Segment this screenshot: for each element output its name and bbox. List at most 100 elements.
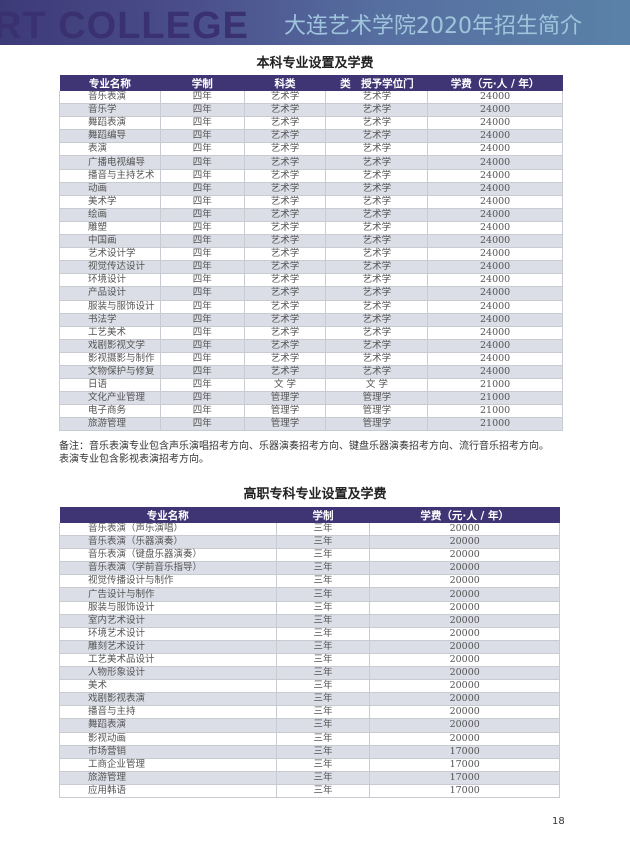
table-cell: 四年 (159, 378, 245, 393)
major-name-cell: 文物保护与修复 (59, 365, 161, 380)
tuition-cell: 20000 (369, 640, 560, 654)
table-cell: 四年 (159, 417, 245, 432)
table-row: 美术学 四年 艺术学 艺术学 24000 (59, 195, 563, 209)
table-row: 绘画 四年 艺术学 艺术学 24000 (59, 208, 563, 222)
table-row: 工艺美术 四年 艺术学 艺术学 24000 (59, 326, 563, 340)
major-name-cell: 舞蹈表演 (59, 116, 161, 131)
tuition-cell: 20000 (369, 627, 560, 641)
major-name-cell: 舞蹈编导 (59, 129, 161, 144)
table-cell: 艺术学 (243, 313, 327, 327)
column-header: 科类 (244, 75, 326, 91)
table-cell: 四年 (159, 260, 245, 275)
table-cell: 四年 (159, 182, 245, 196)
major-name-cell: 日语 (59, 378, 161, 393)
table-cell: 艺术学 (243, 155, 327, 170)
table-cell: 艺术学 (325, 142, 429, 157)
table-cell: 艺术学 (325, 300, 429, 314)
table-row: 中国画 四年 艺术学 艺术学 24000 (59, 234, 563, 249)
table-cell: 管理学 (325, 391, 429, 406)
major-name-cell: 影视摄影与制作 (59, 352, 161, 366)
major-name-cell: 环境艺术设计 (59, 627, 277, 641)
column-header: 学费（元·人 / 年） (427, 75, 563, 91)
table-cell: 艺术学 (325, 313, 429, 327)
tuition-cell: 24000 (427, 129, 563, 144)
table-cell: 艺术学 (243, 169, 327, 183)
table-cell: 艺术学 (243, 182, 327, 196)
major-name-cell: 艺术设计学 (59, 247, 161, 262)
column-header: 专业名称 (59, 507, 277, 523)
major-name-cell: 影视动画 (59, 732, 277, 746)
table-cell: 四年 (159, 169, 245, 183)
major-name-cell: 音乐表演（乐器演奏） (59, 535, 277, 550)
major-name-cell: 音乐表演（学前音乐指导） (59, 561, 277, 576)
table-row: 戏剧影视文学 四年 艺术学 艺术学 24000 (59, 339, 563, 353)
tuition-cell: 24000 (427, 273, 563, 288)
table-cell: 四年 (159, 155, 245, 170)
major-name-cell: 美术学 (59, 195, 161, 209)
major-name-cell: 广播电视编导 (59, 155, 161, 170)
table-row: 舞蹈表演 三年 20000 (59, 718, 560, 733)
table-header-row: 专业名称 学制 科类 类 授予学位门 学费（元·人 / 年） (59, 75, 563, 91)
table-row: 音乐表演（乐器演奏） 三年 20000 (59, 535, 560, 550)
tuition-cell: 24000 (427, 286, 563, 301)
tuition-cell: 17000 (369, 771, 560, 785)
table-row: 动画 四年 艺术学 艺术学 24000 (59, 182, 563, 196)
major-name-cell: 视觉传达设计 (59, 260, 161, 275)
table-cell: 艺术学 (243, 195, 327, 209)
major-name-cell: 舞蹈表演 (59, 718, 277, 733)
major-name-cell: 工商企业管理 (59, 758, 277, 772)
table-row: 雕刻艺术设计 三年 20000 (59, 640, 560, 654)
table-cell: 艺术学 (325, 103, 429, 118)
table-row: 人物形象设计 三年 20000 (59, 666, 560, 681)
undergrad-table: 专业名称 学制 科类 类 授予学位门 学费（元·人 / 年） 音乐表演 四年 艺术学… (59, 75, 563, 432)
note-line: 表演专业包含影视表演招考方向。 (59, 454, 209, 465)
table-row: 书法学 四年 艺术学 艺术学 24000 (59, 313, 563, 327)
table-cell: 四年 (159, 404, 245, 419)
table-cell: 艺术学 (325, 352, 429, 366)
major-name-cell: 服装与服饰设计 (59, 601, 277, 615)
table-cell: 艺术学 (325, 195, 429, 209)
table-cell: 管理学 (243, 417, 327, 432)
major-name-cell: 雕塑 (59, 221, 161, 236)
table-cell: 艺术学 (325, 129, 429, 144)
table-cell: 艺术学 (325, 221, 429, 236)
table-row: 音乐表演（声乐演唱） 三年 20000 (59, 523, 560, 537)
tuition-cell: 20000 (369, 574, 560, 589)
table-cell: 艺术学 (243, 352, 327, 366)
table-cell: 三年 (275, 535, 371, 550)
tuition-cell: 17000 (369, 784, 560, 798)
table-cell: 艺术学 (325, 247, 429, 262)
table-cell: 三年 (275, 561, 371, 576)
table-cell: 三年 (275, 679, 371, 694)
tuition-cell: 24000 (427, 169, 563, 183)
table-cell: 四年 (159, 91, 245, 105)
table-cell: 艺术学 (243, 234, 327, 249)
tuition-cell: 21000 (427, 417, 563, 432)
tuition-cell: 24000 (427, 142, 563, 157)
table-cell: 艺术学 (325, 286, 429, 301)
table-cell: 四年 (159, 326, 245, 340)
tuition-cell: 20000 (369, 601, 560, 615)
tuition-cell: 20000 (369, 614, 560, 628)
table-row: 音乐表演（键盘乐器演奏） 三年 20000 (59, 548, 560, 563)
table-cell: 管理学 (243, 404, 327, 419)
table-cell: 文 学 (325, 378, 429, 393)
table-cell: 艺术学 (325, 273, 429, 288)
major-name-cell: 绘画 (59, 208, 161, 222)
table-cell: 管理学 (243, 391, 327, 406)
table-cell: 三年 (275, 587, 371, 602)
major-name-cell: 播音与主持艺术 (59, 169, 161, 183)
major-name-cell: 视觉传播设计与制作 (59, 574, 277, 589)
major-name-cell: 表演 (59, 142, 161, 157)
table-cell: 四年 (159, 221, 245, 236)
major-name-cell: 旅游管理 (59, 417, 161, 432)
table-row: 环境设计 四年 艺术学 艺术学 24000 (59, 273, 563, 288)
tuition-cell: 20000 (369, 666, 560, 681)
table-row: 旅游管理 四年 管理学 管理学 21000 (59, 417, 563, 432)
table-cell: 文 学 (243, 378, 327, 393)
table-row: 工艺美术品设计 三年 20000 (59, 653, 560, 668)
table-cell: 艺术学 (325, 260, 429, 275)
tuition-cell: 24000 (427, 155, 563, 170)
major-name-cell: 音乐表演 (59, 91, 161, 105)
table-cell: 艺术学 (243, 339, 327, 353)
